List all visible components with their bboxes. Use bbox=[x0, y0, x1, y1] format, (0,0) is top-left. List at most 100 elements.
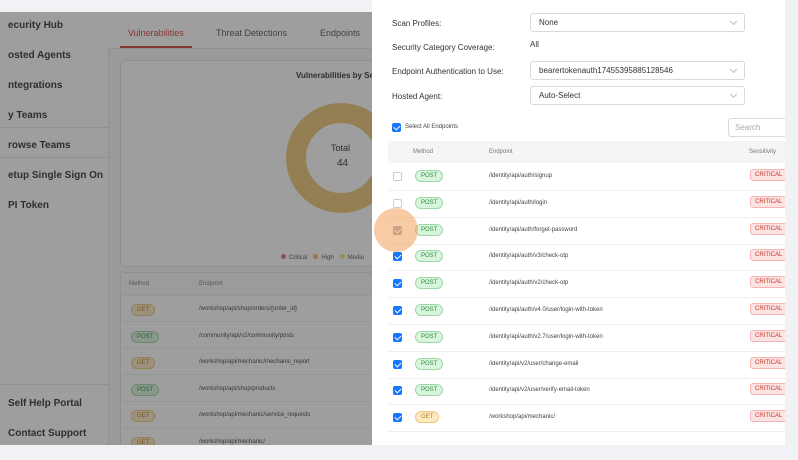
select-box[interactable]: Auto-Select bbox=[530, 86, 745, 105]
endpoint-path: /identity/api/auth/login bbox=[489, 199, 548, 206]
sidebar-item[interactable]: ntegrations bbox=[8, 80, 63, 91]
sidebar-item[interactable]: PI Token bbox=[8, 200, 49, 211]
tab[interactable]: Endpoints bbox=[320, 28, 361, 38]
row-checkbox[interactable] bbox=[393, 252, 402, 262]
form-label: Scan Profiles: bbox=[392, 19, 442, 28]
select-all-label: Select All Endpoints bbox=[405, 124, 459, 130]
divider bbox=[0, 157, 108, 158]
endpoint-row: POST/identity/api/auth/forget-password CR… bbox=[388, 217, 785, 245]
endpoint-row: POST/identity/api/v2/user/change-email CR… bbox=[388, 351, 785, 379]
row-checkbox[interactable] bbox=[393, 413, 402, 423]
legend-dot bbox=[313, 254, 319, 259]
click-highlight bbox=[374, 208, 418, 252]
form-label: Endpoint Authentication to Use: bbox=[392, 67, 504, 76]
sidebar-item[interactable]: etup Single Sign On bbox=[8, 170, 103, 181]
endpoint-path: /identity/api/auth/v3/check-otp bbox=[489, 253, 569, 260]
app: ecurity Hub osted Agents ntegrations y Team… bbox=[0, 12, 372, 445]
table-header: Method Endpoint Sensitivity bbox=[388, 141, 785, 163]
row-checkbox[interactable] bbox=[393, 198, 402, 208]
endpoint-path: /workshop/api/mechanic/ bbox=[199, 438, 266, 445]
donut-ring bbox=[286, 103, 372, 213]
legend-text: Critical bbox=[289, 255, 308, 261]
row-checkbox[interactable] bbox=[393, 172, 402, 181]
sensitivity-tag: CRITICAL bbox=[750, 329, 785, 342]
endpoint-path: /identity/api/v2/user/verify-email-token bbox=[489, 387, 590, 394]
header-endpoint: Endpoint bbox=[199, 281, 223, 287]
endpoint-row: POST/identity/api/auth/v2/check-otp CRITI… bbox=[388, 270, 785, 299]
legend-item: High bbox=[313, 254, 334, 261]
row-checkbox[interactable] bbox=[393, 332, 402, 342]
tab[interactable]: Vulnerabilities bbox=[128, 28, 184, 38]
legend-text: High bbox=[321, 255, 334, 261]
row-divider bbox=[121, 347, 372, 349]
select-box[interactable]: bearertokenauth17455395885128546 bbox=[530, 61, 745, 80]
endpoint-row: POST/identity/api/auth/v2.7/user/login-w… bbox=[388, 324, 785, 352]
method-pill: POST bbox=[415, 250, 444, 263]
endpoint-row: POST/identity/api/auth/v4.0/user/login-w… bbox=[388, 297, 785, 325]
endpoint-path: /identity/api/auth/v2/check-otp bbox=[489, 280, 569, 287]
row-checkbox[interactable] bbox=[393, 306, 402, 315]
endpoint-row: POST/identity/api/v2/user/verify-email-t… bbox=[388, 377, 785, 406]
select-all-checkbox[interactable] bbox=[392, 123, 401, 132]
row-checkbox[interactable] bbox=[393, 359, 402, 369]
sensitivity-tag: CRITICAL bbox=[750, 383, 785, 396]
legend-item: Mediu bbox=[339, 254, 365, 261]
method-pill: POST bbox=[415, 277, 444, 290]
endpoint-path: /workshop/api/shop/orders/{order_id} bbox=[199, 306, 298, 312]
sensitivity-tag: CRITICAL bbox=[750, 303, 785, 315]
search-placeholder: Search bbox=[735, 123, 761, 132]
tab[interactable]: Threat Detections bbox=[216, 28, 288, 38]
legend-item: Critical bbox=[281, 254, 308, 261]
sidebar: ecurity Hub osted Agents ntegrations y Team… bbox=[0, 12, 109, 445]
method-pill: GET bbox=[131, 436, 156, 445]
method-pill: POST bbox=[415, 196, 444, 209]
row-divider bbox=[121, 374, 372, 375]
method-pill: POST bbox=[415, 384, 444, 397]
endpoint-path: /identity/api/v2/user/change-email bbox=[489, 360, 579, 367]
sensitivity-tag: CRITICAL bbox=[750, 356, 785, 369]
endpoint-path: /community/api/v2/community/posts bbox=[199, 332, 295, 339]
endpoint-path: /workshop/api/mechanic/mechanic_report bbox=[199, 359, 310, 365]
endpoint-path: /identity/api/auth/signup bbox=[489, 173, 553, 179]
header-method: Method bbox=[413, 149, 434, 155]
row-divider bbox=[121, 321, 372, 322]
select-box[interactable]: None bbox=[530, 13, 745, 32]
method-pill: GET bbox=[415, 411, 440, 424]
sensitivity-tag: CRITICAL bbox=[750, 276, 785, 289]
endpoint-row: POST/identity/api/auth/v3/check-otp CRITI… bbox=[388, 243, 785, 272]
form-label: Hosted Agent: bbox=[392, 92, 443, 101]
row-divider bbox=[121, 400, 372, 402]
endpoint-path: /workshop/api/mechanic/ bbox=[489, 414, 556, 421]
method-pill: POST bbox=[415, 357, 444, 370]
legend-text: Mediu bbox=[347, 255, 365, 261]
legend-dot bbox=[339, 254, 345, 259]
header-sensitivity: Sensitivity bbox=[749, 149, 777, 155]
endpoint-path: /workshop/api/mechanic/service_requests bbox=[199, 412, 311, 418]
sensitivity-tag: CRITICAL bbox=[750, 249, 785, 262]
endpoint-table: Method Endpoint GET/workshop/api/shop/orde… bbox=[120, 272, 372, 445]
row-checkbox[interactable] bbox=[393, 279, 402, 289]
header-endpoint: Endpoint bbox=[489, 149, 513, 155]
chart-title: Vulnerabilities by Se bbox=[296, 71, 372, 80]
endpoint-row: POST/identity/api/auth/signup CRITICAL bbox=[388, 163, 785, 191]
sidebar-item[interactable]: Self Help Portal bbox=[8, 398, 82, 409]
sidebar-item[interactable]: y Teams bbox=[8, 110, 48, 121]
sensitivity-tag: CRITICAL bbox=[750, 169, 785, 181]
tab-underline bbox=[120, 46, 192, 48]
sidebar-item[interactable]: rowse Teams bbox=[8, 140, 71, 151]
method-pill: GET bbox=[131, 304, 156, 316]
sidebar-item[interactable]: osted Agents bbox=[8, 50, 71, 61]
scan-panel: Select All Endpoints Search Method Endpo… bbox=[372, 0, 785, 445]
endpoint-row: POST/identity/api/auth/login CRITICAL bbox=[388, 190, 785, 218]
sidebar-item[interactable]: ecurity Hub bbox=[8, 20, 64, 31]
row-divider bbox=[121, 427, 372, 428]
legend: Critical High Mediu bbox=[281, 246, 370, 264]
method-pill: POST bbox=[415, 304, 444, 316]
endpoint-path: /identity/api/auth/forget-password bbox=[489, 226, 578, 233]
method-pill: POST bbox=[415, 330, 444, 343]
row-checkbox[interactable] bbox=[393, 386, 402, 396]
sensitivity-tag: CRITICAL bbox=[750, 222, 785, 235]
search-input[interactable]: Search bbox=[728, 118, 785, 137]
sidebar-item[interactable]: Contact Support bbox=[8, 428, 87, 439]
